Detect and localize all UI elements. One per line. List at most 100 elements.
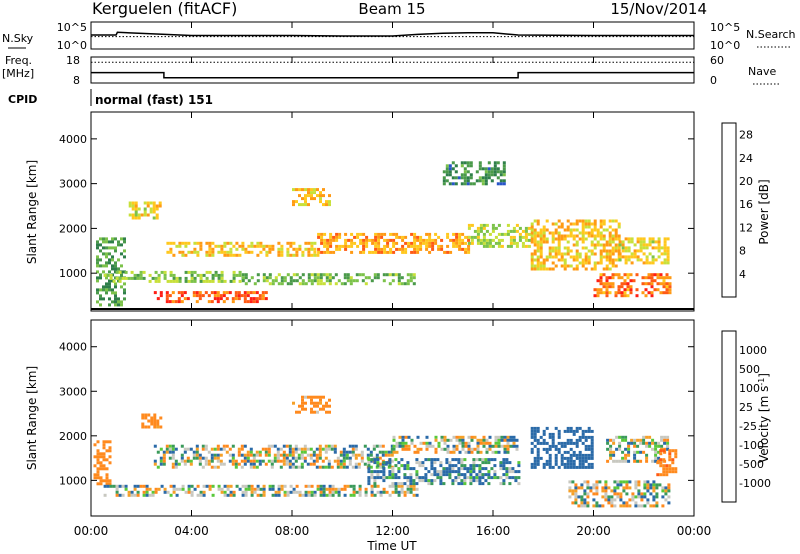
heatmap-cell <box>593 237 597 241</box>
heatmap-cell <box>548 255 552 259</box>
heatmap-cell <box>262 276 266 280</box>
heatmap-cell <box>512 441 516 445</box>
heatmap-cell <box>605 240 609 244</box>
heatmap-cell <box>102 455 106 459</box>
heatmap-cell <box>351 444 355 448</box>
heatmap-cell <box>307 276 311 280</box>
heatmap-cell <box>481 473 485 477</box>
heatmap-cell <box>554 453 558 457</box>
heatmap-cell <box>371 241 375 245</box>
heatmap-cell <box>542 234 546 238</box>
heatmap-cell <box>298 493 302 497</box>
heatmap-cell <box>457 176 461 180</box>
heatmap-cell <box>668 288 672 292</box>
heatmap-cell <box>609 438 613 442</box>
heatmap-cell <box>646 480 650 484</box>
heatmap-cell <box>112 484 116 488</box>
x-tick-label: 16:00 <box>476 524 511 538</box>
heatmap-cell <box>618 243 622 247</box>
heatmap-cell <box>657 444 661 448</box>
heatmap-cell <box>264 297 268 301</box>
heatmap-cell <box>623 294 627 298</box>
heatmap-cell <box>662 279 666 283</box>
heatmap-cell <box>622 501 626 505</box>
heatmap-cell <box>220 270 224 274</box>
heatmap-cell <box>102 240 105 244</box>
heatmap-cell <box>658 483 662 487</box>
heatmap-cell <box>339 459 343 463</box>
heatmap-cell <box>616 486 620 490</box>
heatmap-cell <box>624 459 628 463</box>
heatmap-cell <box>428 235 432 239</box>
heatmap-cell <box>451 176 455 180</box>
heatmap-cell <box>509 229 513 233</box>
heatmap-cell <box>571 501 575 505</box>
heatmap-cell <box>645 246 649 250</box>
heatmap-cell <box>277 282 281 286</box>
heatmap-cell <box>214 244 218 248</box>
heatmap-cell <box>455 241 459 245</box>
heatmap-cell <box>394 273 398 277</box>
heatmap-cell <box>142 276 146 280</box>
heatmap-cell <box>256 253 260 257</box>
heatmap-cell <box>390 444 394 448</box>
heatmap-cell <box>640 498 644 502</box>
heatmap-cell <box>476 235 480 239</box>
heatmap-cell <box>502 167 506 171</box>
heatmap-cell <box>292 487 296 491</box>
heatmap-cell <box>497 238 501 242</box>
heatmap-cell <box>289 276 293 280</box>
heatmap-cell <box>240 459 244 463</box>
heatmap-cell <box>539 267 543 271</box>
heatmap-cell <box>285 456 289 460</box>
heatmap-cell <box>463 473 467 477</box>
heatmap-cell <box>604 489 608 493</box>
heatmap-cell <box>506 444 510 448</box>
heatmap-cell <box>476 238 480 242</box>
heatmap-cell <box>262 484 266 488</box>
heatmap-cell <box>348 444 352 448</box>
heatmap-cell <box>175 276 179 280</box>
heatmap-cell <box>247 484 251 488</box>
heatmap-cell <box>153 419 157 423</box>
heatmap-cell <box>189 462 193 466</box>
heatmap-cell <box>611 228 615 232</box>
heatmap-cell <box>358 490 362 494</box>
heatmap-cell <box>409 276 413 280</box>
heatmap-cell <box>204 459 208 463</box>
heatmap-cell <box>294 450 298 454</box>
heatmap-cell <box>460 182 464 186</box>
heatmap-cell <box>578 261 582 265</box>
heatmap-cell <box>605 249 609 253</box>
heatmap-cell <box>655 504 659 508</box>
heatmap-cell <box>106 484 110 488</box>
heatmap-cell <box>131 216 135 220</box>
heatmap-cell <box>590 456 594 460</box>
heatmap-cell <box>551 237 555 241</box>
heatmap-cell <box>99 243 102 247</box>
heatmap-cell <box>455 232 459 236</box>
heatmap-cell <box>192 456 196 460</box>
heatmap-cell <box>488 447 492 451</box>
heatmap-cell <box>643 492 647 496</box>
heatmap-cell <box>105 458 109 462</box>
heatmap-cell <box>466 470 470 474</box>
heatmap-cell <box>478 167 482 171</box>
heatmap-cell <box>403 464 407 468</box>
heatmap-cell <box>445 164 449 168</box>
heatmap-cell <box>563 237 567 241</box>
heatmap-cell <box>551 261 555 265</box>
heatmap-cell <box>578 219 582 223</box>
heatmap-cell <box>273 459 277 463</box>
heatmap-cell <box>671 467 675 471</box>
heatmap-cell <box>328 276 332 280</box>
heatmap-cell <box>345 450 349 454</box>
heatmap-cell <box>383 250 387 254</box>
heatmap-cell <box>169 241 173 245</box>
heatmap-cell <box>602 234 606 238</box>
heatmap-cell <box>648 240 652 244</box>
heatmap-cell <box>608 276 612 280</box>
heatmap-cell <box>667 489 671 493</box>
heatmap-cell <box>406 464 410 468</box>
heatmap-cell <box>484 461 488 465</box>
